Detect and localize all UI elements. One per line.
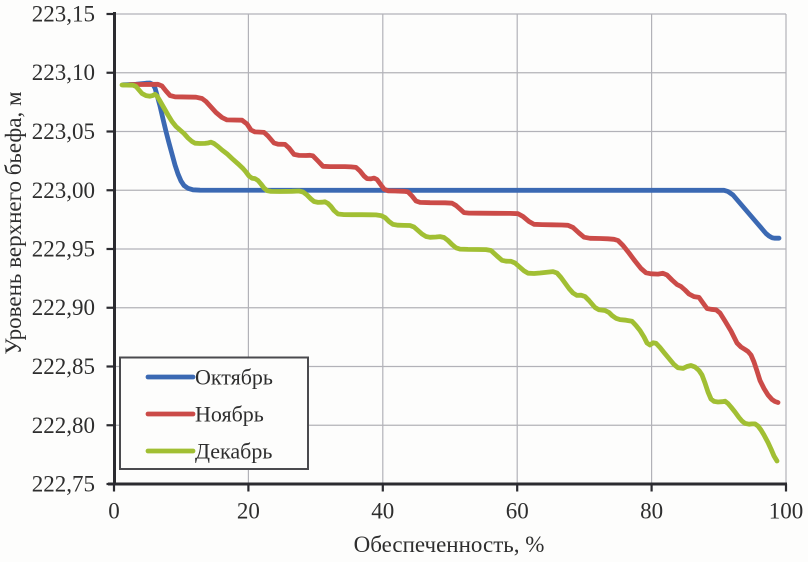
- svg-text:Обеспеченность, %: Обеспеченность, %: [354, 532, 545, 557]
- svg-text:0: 0: [108, 499, 120, 524]
- svg-text:Уровень верхнего бьефа, м: Уровень верхнего бьефа, м: [1, 91, 26, 355]
- svg-text:223,15: 223,15: [32, 2, 95, 27]
- svg-text:223,10: 223,10: [32, 60, 95, 85]
- svg-text:80: 80: [640, 499, 663, 524]
- svg-text:40: 40: [371, 499, 394, 524]
- svg-text:Октябрь: Октябрь: [195, 365, 273, 390]
- svg-text:222,85: 222,85: [32, 354, 95, 379]
- svg-text:223,05: 223,05: [32, 119, 95, 144]
- svg-text:223,00: 223,00: [32, 178, 95, 203]
- svg-text:60: 60: [506, 499, 529, 524]
- svg-text:Ноябрь: Ноябрь: [195, 402, 264, 427]
- svg-text:222,75: 222,75: [32, 472, 95, 497]
- svg-text:222,95: 222,95: [32, 237, 95, 262]
- svg-text:222,80: 222,80: [32, 413, 95, 438]
- svg-text:Декабрь: Декабрь: [195, 439, 272, 464]
- svg-text:222,90: 222,90: [32, 295, 95, 320]
- svg-text:100: 100: [769, 499, 804, 524]
- svg-text:20: 20: [237, 499, 260, 524]
